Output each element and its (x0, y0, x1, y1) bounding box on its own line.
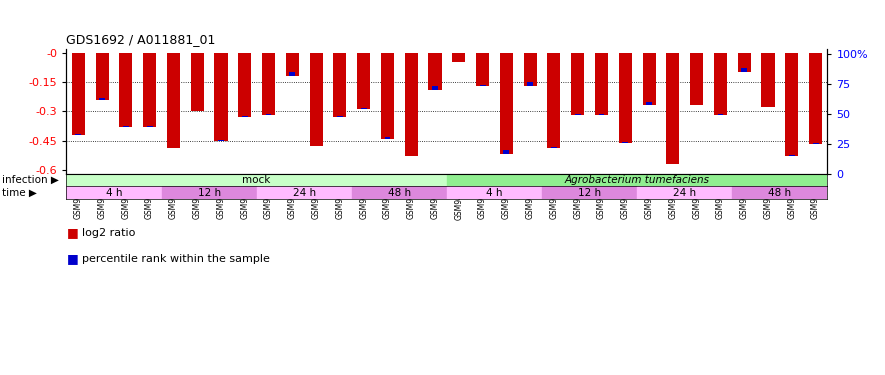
Bar (476, 53, 489, 86)
Bar (542, 186, 637, 199)
Bar (66, 186, 161, 199)
Bar (262, 53, 275, 115)
Bar (447, 174, 827, 186)
Bar (190, 53, 204, 111)
Text: 12 h: 12 h (578, 188, 601, 198)
Bar (785, 53, 798, 156)
Text: 12 h: 12 h (197, 188, 220, 198)
Bar (447, 186, 543, 199)
Bar (143, 53, 156, 127)
Bar (733, 186, 827, 199)
Bar (742, 68, 747, 72)
Bar (500, 53, 513, 154)
Text: log2 ratio: log2 ratio (82, 228, 135, 237)
Bar (289, 72, 296, 76)
Bar (99, 98, 105, 99)
Text: infection ▶: infection ▶ (2, 175, 58, 185)
Bar (524, 53, 536, 86)
Bar (214, 53, 227, 141)
Text: time ▶: time ▶ (2, 188, 36, 198)
Bar (452, 53, 466, 62)
Bar (789, 155, 795, 156)
Bar (358, 53, 370, 109)
Bar (432, 86, 438, 90)
Text: mock: mock (242, 175, 271, 185)
Text: percentile rank within the sample: percentile rank within the sample (82, 254, 270, 264)
Text: 4 h: 4 h (105, 188, 122, 198)
Bar (286, 53, 299, 76)
Bar (480, 85, 486, 86)
Bar (119, 53, 133, 127)
Bar (66, 174, 447, 186)
Bar (548, 53, 560, 148)
Bar (96, 53, 109, 99)
Bar (161, 186, 257, 199)
Bar (598, 114, 604, 115)
Bar (690, 53, 704, 105)
Bar (167, 53, 180, 148)
Bar (310, 53, 323, 146)
Bar (714, 53, 727, 115)
Bar (123, 126, 129, 127)
Bar (574, 114, 581, 115)
Bar (718, 114, 723, 115)
Bar (666, 53, 680, 164)
Bar (257, 186, 351, 199)
Bar (384, 138, 390, 139)
Bar (619, 53, 632, 142)
Text: ■: ■ (66, 226, 78, 239)
Bar (404, 53, 418, 156)
Bar (72, 53, 85, 135)
Bar (266, 114, 272, 115)
Text: 48 h: 48 h (768, 188, 791, 198)
Text: 4 h: 4 h (486, 188, 503, 198)
Bar (809, 53, 822, 144)
Text: GDS1692 / A011881_01: GDS1692 / A011881_01 (66, 33, 216, 46)
Bar (571, 53, 584, 115)
Bar (147, 126, 152, 127)
Bar (595, 53, 608, 115)
Text: 48 h: 48 h (388, 188, 411, 198)
Bar (361, 108, 366, 109)
Bar (637, 186, 733, 199)
Bar (337, 116, 342, 117)
Bar (738, 53, 750, 72)
Bar (242, 116, 248, 117)
Bar (238, 53, 251, 117)
Text: 24 h: 24 h (673, 188, 696, 198)
Bar (646, 102, 652, 105)
Bar (761, 53, 774, 107)
Bar (428, 53, 442, 90)
Text: 24 h: 24 h (293, 188, 316, 198)
Bar (551, 147, 557, 148)
Bar (218, 140, 224, 141)
Bar (527, 82, 533, 86)
Bar (643, 53, 656, 105)
Bar (504, 150, 510, 154)
Bar (352, 186, 447, 199)
Text: Agrobacterium tumefaciens: Agrobacterium tumefaciens (565, 175, 710, 185)
Text: ■: ■ (66, 252, 78, 265)
Bar (381, 53, 394, 139)
Bar (334, 53, 346, 117)
